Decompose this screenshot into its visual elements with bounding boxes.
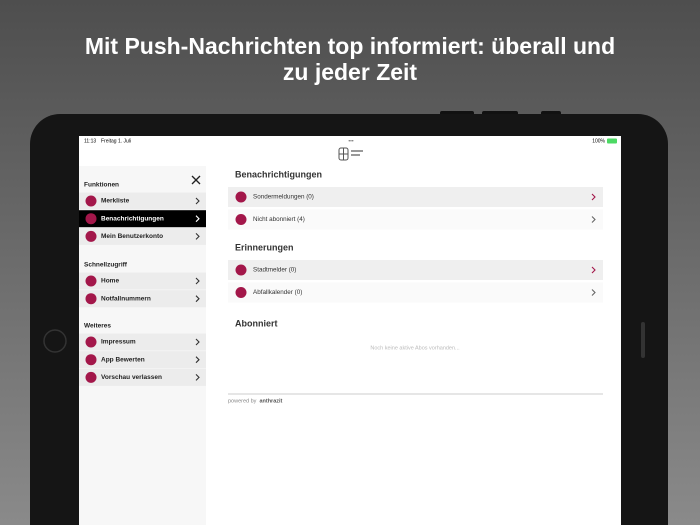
menu-label: Benachrichtigungen — [101, 215, 164, 222]
chevron — [195, 277, 200, 285]
row-icon — [235, 287, 247, 298]
menu-label: Notfallnummern — [101, 295, 151, 302]
chevron — [591, 193, 596, 201]
chevron — [195, 233, 200, 240]
menu-item[interactable] — [79, 368, 206, 386]
menu-icon — [85, 195, 97, 207]
menu-item[interactable] — [79, 210, 206, 228]
menu-icon — [85, 354, 97, 366]
battery-icon — [607, 138, 617, 144]
chevron — [195, 374, 200, 381]
menu-item[interactable] — [79, 290, 206, 308]
side-button — [641, 322, 645, 358]
status-time: 11:13 — [84, 138, 96, 144]
footer-prefix: powered by — [228, 398, 257, 404]
chevron — [591, 216, 596, 223]
menu-icon — [85, 213, 97, 225]
menu-label: Vorschau verlassen — [101, 374, 162, 381]
chevron — [195, 356, 200, 364]
chevron — [195, 295, 200, 303]
chevron — [195, 338, 200, 346]
menu-item[interactable] — [79, 333, 206, 351]
headline: Mit Push-Nachrichten top informiert: übe… — [85, 33, 615, 59]
menu-label: Impressum — [101, 339, 136, 346]
home-button — [43, 329, 67, 353]
section-title: Erinnerungen — [235, 242, 294, 252]
row-label: Sondermeldungen (0) — [253, 194, 314, 201]
menu-label: App Bewerten — [101, 356, 145, 363]
row-icon — [235, 214, 247, 225]
status-battery: 100% — [592, 138, 605, 144]
menu-icon — [85, 371, 97, 383]
menu-icon — [85, 230, 97, 242]
list-row[interactable] — [228, 209, 603, 230]
list-row[interactable] — [228, 260, 603, 280]
logo — [338, 147, 363, 161]
menu-icon — [85, 336, 97, 348]
section-title: Weiteres — [84, 323, 111, 330]
close-button[interactable] — [191, 175, 201, 185]
status-dots: ••• — [348, 138, 354, 144]
list-row[interactable] — [228, 187, 603, 207]
row-label: Nicht abonniert (4) — [253, 216, 305, 223]
menu-item[interactable] — [79, 272, 206, 290]
row-label: Stadtmelder (0) — [253, 267, 296, 274]
chevron — [195, 215, 200, 223]
chevron — [591, 289, 596, 296]
menu-item[interactable] — [79, 192, 206, 210]
footer-brand: anthrazit — [259, 398, 282, 404]
chevron — [591, 266, 596, 274]
menu-label: Merkliste — [101, 198, 130, 205]
section-title: Benachrichtigungen — [235, 169, 322, 179]
section-title: Funktionen — [84, 182, 119, 189]
menu-label: Mein Benutzerkonto — [101, 233, 163, 240]
list-row[interactable] — [228, 282, 603, 303]
headline: zu jeder Zeit — [283, 59, 418, 85]
section-title: Abonniert — [235, 318, 278, 328]
status-date: Freitag 1. Juli — [101, 138, 131, 144]
menu-item[interactable] — [79, 351, 206, 369]
row-icon — [235, 264, 247, 276]
menu-icon — [85, 275, 97, 287]
section-title: Schnellzugriff — [84, 262, 128, 269]
menu-label: Home — [101, 278, 119, 285]
row-icon — [235, 191, 247, 203]
menu-icon — [85, 293, 97, 305]
menu-item[interactable] — [79, 227, 206, 245]
empty-note: Noch keine aktive Abos vorhanden... — [370, 345, 460, 351]
row-label: Abfallkalender (0) — [253, 289, 302, 296]
chevron — [195, 197, 200, 205]
